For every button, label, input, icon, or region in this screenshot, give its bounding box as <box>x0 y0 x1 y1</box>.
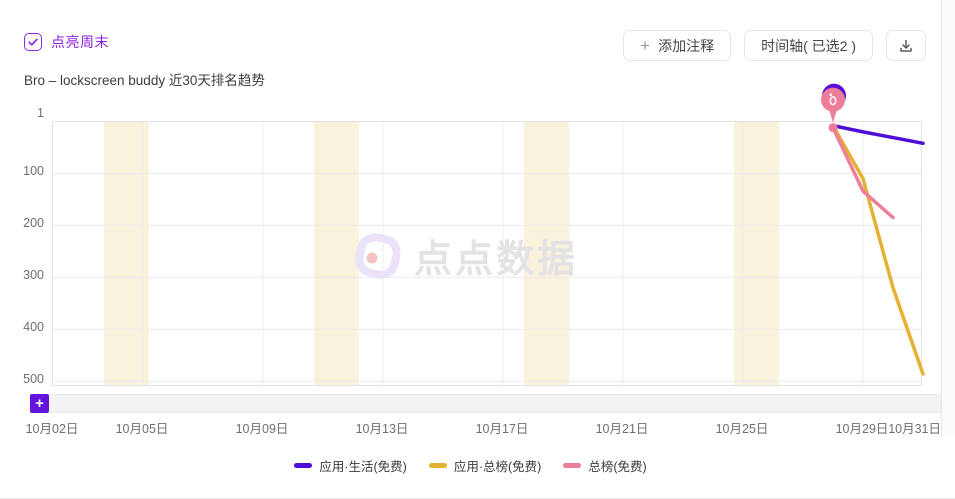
x-axis-label: 10月05日 <box>115 422 169 436</box>
legend-label: 总榜(免费) <box>588 460 647 474</box>
x-axis-label: 10月09日 <box>235 422 289 436</box>
download-icon <box>900 39 912 52</box>
legend-swatch-icon <box>563 463 582 468</box>
y-axis-label: 200 <box>23 216 44 231</box>
series-lines <box>821 83 925 376</box>
x-axis-label: 10月25日 <box>715 422 769 436</box>
add-annotation-button[interactable]: + 添加注释 <box>623 30 732 61</box>
legend-swatch-icon <box>294 463 313 468</box>
chart-plot-area[interactable] <box>52 83 925 387</box>
chart-toolbar: + 添加注释 时间轴( 已选2 ) <box>623 30 926 61</box>
y-axis-label: 400 <box>23 320 44 335</box>
checkbox-check-icon[interactable] <box>24 33 42 51</box>
highlight-weekend-label: 点亮周末 <box>51 34 109 50</box>
y-axis-label: 300 <box>23 268 44 283</box>
weekend-band <box>314 122 359 385</box>
series-line <box>831 125 895 220</box>
x-axis-label: 10月21日 <box>595 422 649 436</box>
x-axis-label: 10月17日 <box>475 422 529 436</box>
annotation-marker[interactable] <box>821 83 846 133</box>
add-annotation-label: 添加注释 <box>658 37 715 54</box>
y-axis-label: 500 <box>23 372 44 387</box>
series-line <box>831 123 925 146</box>
chart-legend: 应用·生活(免费) 应用·总榜(免费) 总榜(免费) <box>0 456 941 475</box>
weekend-band <box>524 122 569 385</box>
chart-title: Bro – lockscreen buddy 近30天排名趋势 <box>24 73 265 88</box>
legend-swatch-icon <box>428 463 447 468</box>
timeline-button[interactable]: 时间轴( 已选2 ) <box>744 30 873 61</box>
panel-divider <box>941 0 942 437</box>
series-line <box>831 123 925 376</box>
timeline-label: 时间轴( 已选2 ) <box>761 37 856 54</box>
weekend-band <box>734 122 779 385</box>
legend-item[interactable]: 应用·总榜(免费) <box>428 456 542 475</box>
plus-icon: + <box>640 35 651 55</box>
legend-label: 应用·总榜(免费) <box>453 460 542 474</box>
weekend-band <box>104 122 149 385</box>
datazoom-track[interactable] <box>30 394 941 413</box>
y-axis-label: 1 <box>37 106 44 120</box>
download-button[interactable] <box>886 30 926 61</box>
legend-item[interactable]: 应用·生活(免费) <box>294 456 407 475</box>
x-axis-label: 10月29日 <box>835 422 889 436</box>
x-axis-label: 10月02日 <box>25 422 79 436</box>
legend-item[interactable]: 总榜(免费) <box>563 456 647 475</box>
x-axis-label: 10月31日 <box>888 422 941 436</box>
grid-lines <box>53 122 923 387</box>
datazoom-add-button[interactable]: + <box>30 394 49 413</box>
scroll-gutter[interactable] <box>942 0 955 437</box>
legend-label: 应用·生活(免费) <box>319 460 407 474</box>
highlight-weekend-checkbox[interactable]: 点亮周末 <box>24 32 109 52</box>
x-axis-label: 10月13日 <box>355 422 409 436</box>
y-axis-label: 100 <box>23 164 44 179</box>
